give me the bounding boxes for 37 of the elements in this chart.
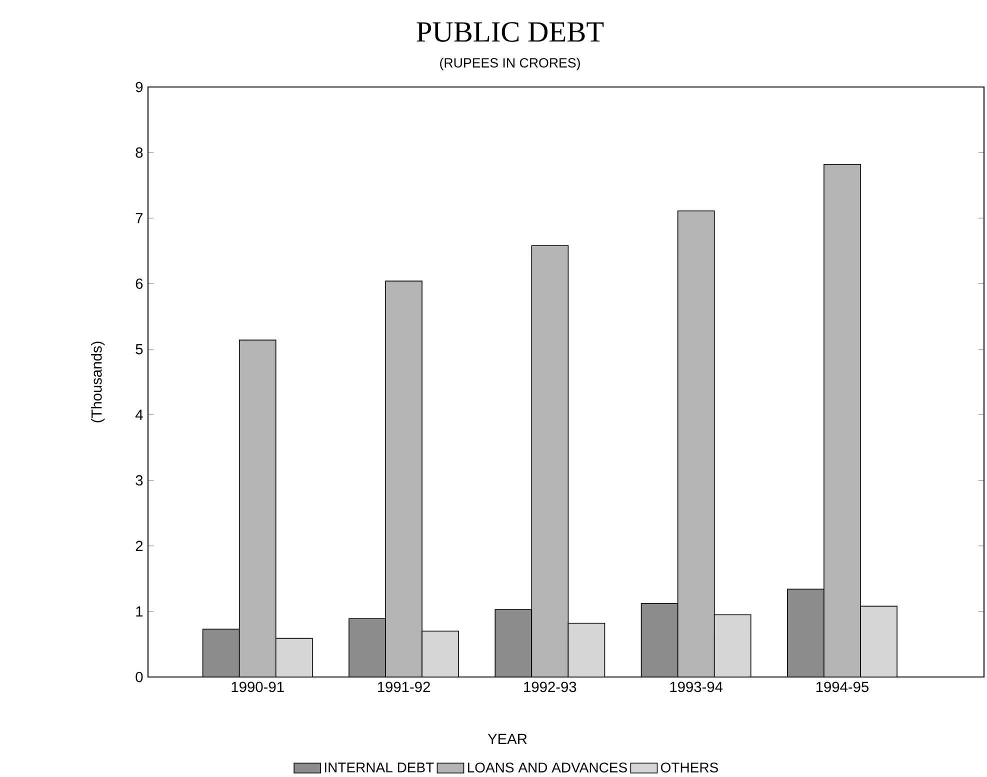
x-tick-label: 1992-93 (524, 682, 576, 692)
x-tick-label: 1991-92 (378, 682, 430, 692)
y-tick-label: 2 (136, 540, 143, 552)
x-tick-label: 1994-95 (816, 682, 869, 692)
x-tick-label: 1990-91 (232, 682, 284, 692)
legend-label: LOANS AND ADVANCES (468, 762, 627, 772)
y-tick-label: 8 (136, 147, 143, 158)
bar (276, 638, 312, 677)
bar (386, 281, 422, 677)
bar (641, 604, 678, 677)
bar (422, 631, 459, 677)
bar (678, 210, 714, 677)
bar (787, 588, 824, 677)
bar (714, 614, 751, 677)
bar (239, 340, 276, 677)
x-tick-label: 1993-94 (670, 682, 723, 692)
y-tick-label: 5 (136, 344, 143, 354)
bar (532, 246, 568, 677)
chart-title: PUBLIC DEBT (416, 22, 604, 42)
x-axis-title: YEAR (488, 734, 527, 744)
y-tick-label: 6 (136, 278, 143, 289)
y-tick-label: 9 (136, 82, 143, 92)
bar (495, 609, 532, 677)
y-axis-title: (Thousands) (91, 342, 105, 422)
chart-subtitle: (RUPEES IN CRORES) (440, 58, 580, 70)
bar (824, 164, 861, 677)
y-tick-label: 3 (136, 475, 143, 486)
legend-label: OTHERS (660, 762, 718, 772)
y-tick-label: 4 (135, 410, 143, 420)
bar (202, 629, 240, 677)
bar (348, 618, 386, 677)
bar (568, 623, 605, 677)
y-tick-label: 1 (136, 606, 143, 616)
bar (860, 606, 898, 677)
legend-label: INTERNAL DEBT (324, 762, 434, 772)
y-tick-label: 0 (136, 672, 143, 682)
y-tick-label: 7 (136, 213, 143, 224)
